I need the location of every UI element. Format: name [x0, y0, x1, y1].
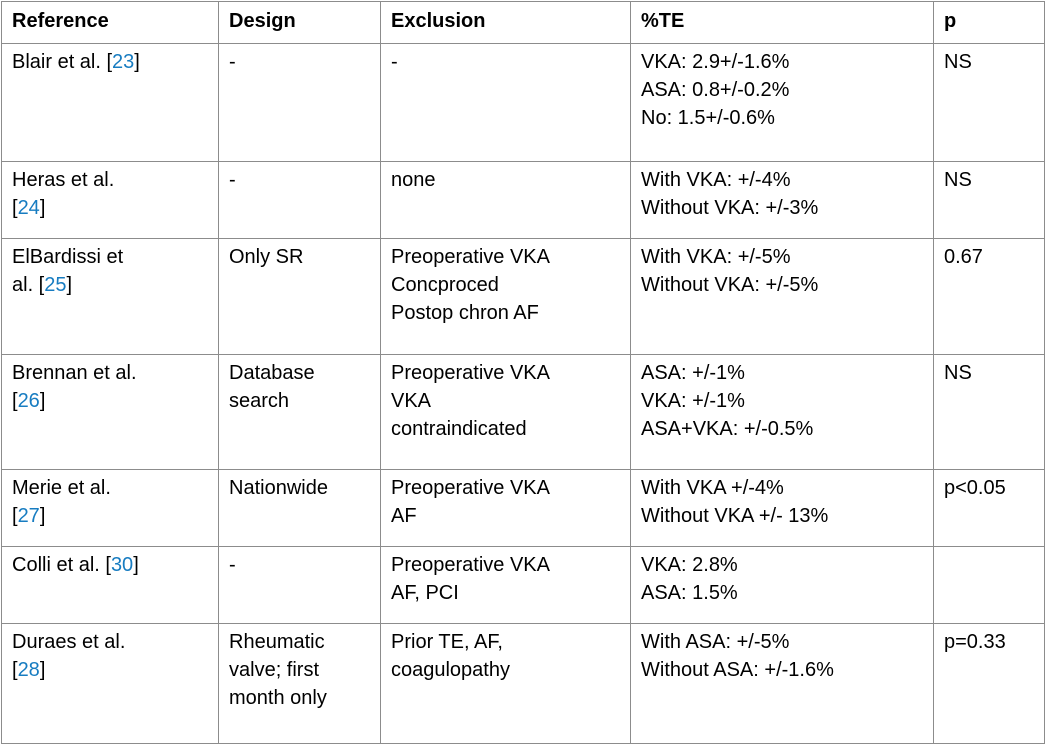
- citation-link[interactable]: 27: [17, 505, 40, 527]
- cell-exclusion: Preoperative VKA AF, PCI: [380, 546, 631, 624]
- table-row: ElBardissi et al. [25] Only SR Preoperat…: [1, 238, 1045, 355]
- citation-link[interactable]: 26: [17, 390, 40, 412]
- reference-text: Heras et al. [: [12, 169, 115, 219]
- cell-design: Nationwide: [218, 469, 381, 547]
- reference-text: ]: [39, 390, 46, 412]
- reference-text: ]: [66, 274, 73, 296]
- table-row: Brennan et al. [26] Database search Preo…: [1, 354, 1045, 470]
- header-row: Reference Design Exclusion %TE p: [1, 1, 1045, 44]
- cell-reference: Colli et al. [30]: [1, 546, 219, 624]
- reference-text: ]: [133, 554, 139, 576]
- reference-text: Brennan et al. [: [12, 362, 137, 412]
- cell-reference: Blair et al. [23]: [1, 43, 219, 162]
- citation-link[interactable]: 24: [17, 197, 40, 219]
- cell-design: -: [218, 43, 381, 162]
- table-row: Merie et al. [27] Nationwide Preoperativ…: [1, 469, 1045, 547]
- cell-reference: Heras et al. [24]: [1, 161, 219, 239]
- header-p: p: [933, 1, 1045, 44]
- table-row: Duraes et al. [28] Rheumatic valve; firs…: [1, 623, 1045, 744]
- cell-p: NS: [933, 161, 1045, 239]
- table-row: Blair et al. [23] - - VKA: 2.9+/-1.6% AS…: [1, 43, 1045, 162]
- reference-text: ]: [134, 51, 140, 73]
- header-exclusion: Exclusion: [380, 1, 631, 44]
- citation-link[interactable]: 23: [112, 51, 135, 73]
- cell-reference: Merie et al. [27]: [1, 469, 219, 547]
- cell-p: p=0.33: [933, 623, 1045, 744]
- cell-design: Rheumatic valve; first month only: [218, 623, 381, 744]
- reference-text: ]: [39, 197, 46, 219]
- cell-p: p<0.05: [933, 469, 1045, 547]
- citation-link[interactable]: 28: [17, 659, 40, 681]
- cell-design: -: [218, 161, 381, 239]
- cell-exclusion: none: [380, 161, 631, 239]
- cell-te: With VKA: +/-5% Without VKA: +/-5%: [630, 238, 934, 355]
- reference-text: ]: [39, 505, 46, 527]
- table-row: Colli et al. [30] - Preoperative VKA AF,…: [1, 546, 1045, 624]
- cell-exclusion: Preoperative VKA Concproced Postop chron…: [380, 238, 631, 355]
- cell-te: ASA: +/-1% VKA: +/-1% ASA+VKA: +/-0.5%: [630, 354, 934, 470]
- cell-p: NS: [933, 354, 1045, 470]
- header-reference: Reference: [1, 1, 219, 44]
- cell-p: [933, 546, 1045, 624]
- cell-te: VKA: 2.9+/-1.6% ASA: 0.8+/-0.2% No: 1.5+…: [630, 43, 934, 162]
- header-te: %TE: [630, 1, 934, 44]
- reference-text: Duraes et al. [: [12, 631, 126, 681]
- cell-exclusion: -: [380, 43, 631, 162]
- header-design: Design: [218, 1, 381, 44]
- cell-p: NS: [933, 43, 1045, 162]
- cell-exclusion: Preoperative VKA VKA contraindicated: [380, 354, 631, 470]
- cell-te: VKA: 2.8% ASA: 1.5%: [630, 546, 934, 624]
- reference-text: ElBardissi et al. [: [12, 246, 124, 296]
- cell-p: 0.67: [933, 238, 1045, 355]
- reference-text: Blair et al. [: [12, 51, 113, 73]
- cell-exclusion: Preoperative VKA AF: [380, 469, 631, 547]
- cell-reference: Duraes et al. [28]: [1, 623, 219, 744]
- citation-link[interactable]: 30: [110, 554, 134, 576]
- citation-link[interactable]: 25: [44, 274, 67, 296]
- cell-te: With VKA: +/-4% Without VKA: +/-3%: [630, 161, 934, 239]
- reference-text: Colli et al. [: [12, 554, 111, 576]
- cell-reference: ElBardissi et al. [25]: [1, 238, 219, 355]
- cell-te: With VKA +/-4% Without VKA +/- 13%: [630, 469, 934, 547]
- cell-design: Only SR: [218, 238, 381, 355]
- cell-exclusion: Prior TE, AF, coagulopathy: [380, 623, 631, 744]
- cell-reference: Brennan et al. [26]: [1, 354, 219, 470]
- table-row: Heras et al. [24] - none With VKA: +/-4%…: [1, 161, 1045, 239]
- cell-design: Database search: [218, 354, 381, 470]
- reference-text: ]: [39, 659, 46, 681]
- cell-design: -: [218, 546, 381, 624]
- reference-text: Merie et al. [: [12, 477, 111, 527]
- studies-table: Reference Design Exclusion %TE p Blair e…: [1, 1, 1045, 744]
- cell-te: With ASA: +/-5% Without ASA: +/-1.6%: [630, 623, 934, 744]
